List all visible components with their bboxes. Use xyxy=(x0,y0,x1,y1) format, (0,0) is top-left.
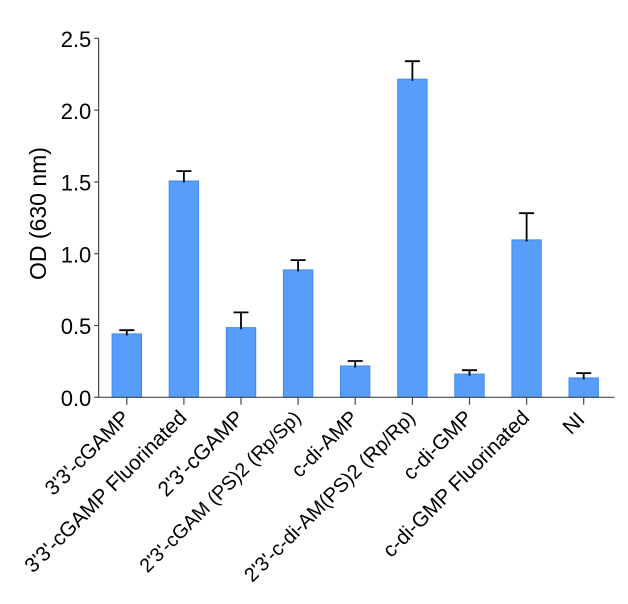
svg-text:2.5: 2.5 xyxy=(61,27,92,52)
svg-text:1.0: 1.0 xyxy=(61,242,92,267)
svg-text:OD (630 nm): OD (630 nm) xyxy=(25,147,51,280)
svg-text:0.5: 0.5 xyxy=(61,314,92,339)
svg-text:NI: NI xyxy=(558,408,589,439)
svg-text:0.0: 0.0 xyxy=(61,386,92,411)
svg-text:1.5: 1.5 xyxy=(61,171,92,196)
svg-text:2.0: 2.0 xyxy=(61,99,92,124)
